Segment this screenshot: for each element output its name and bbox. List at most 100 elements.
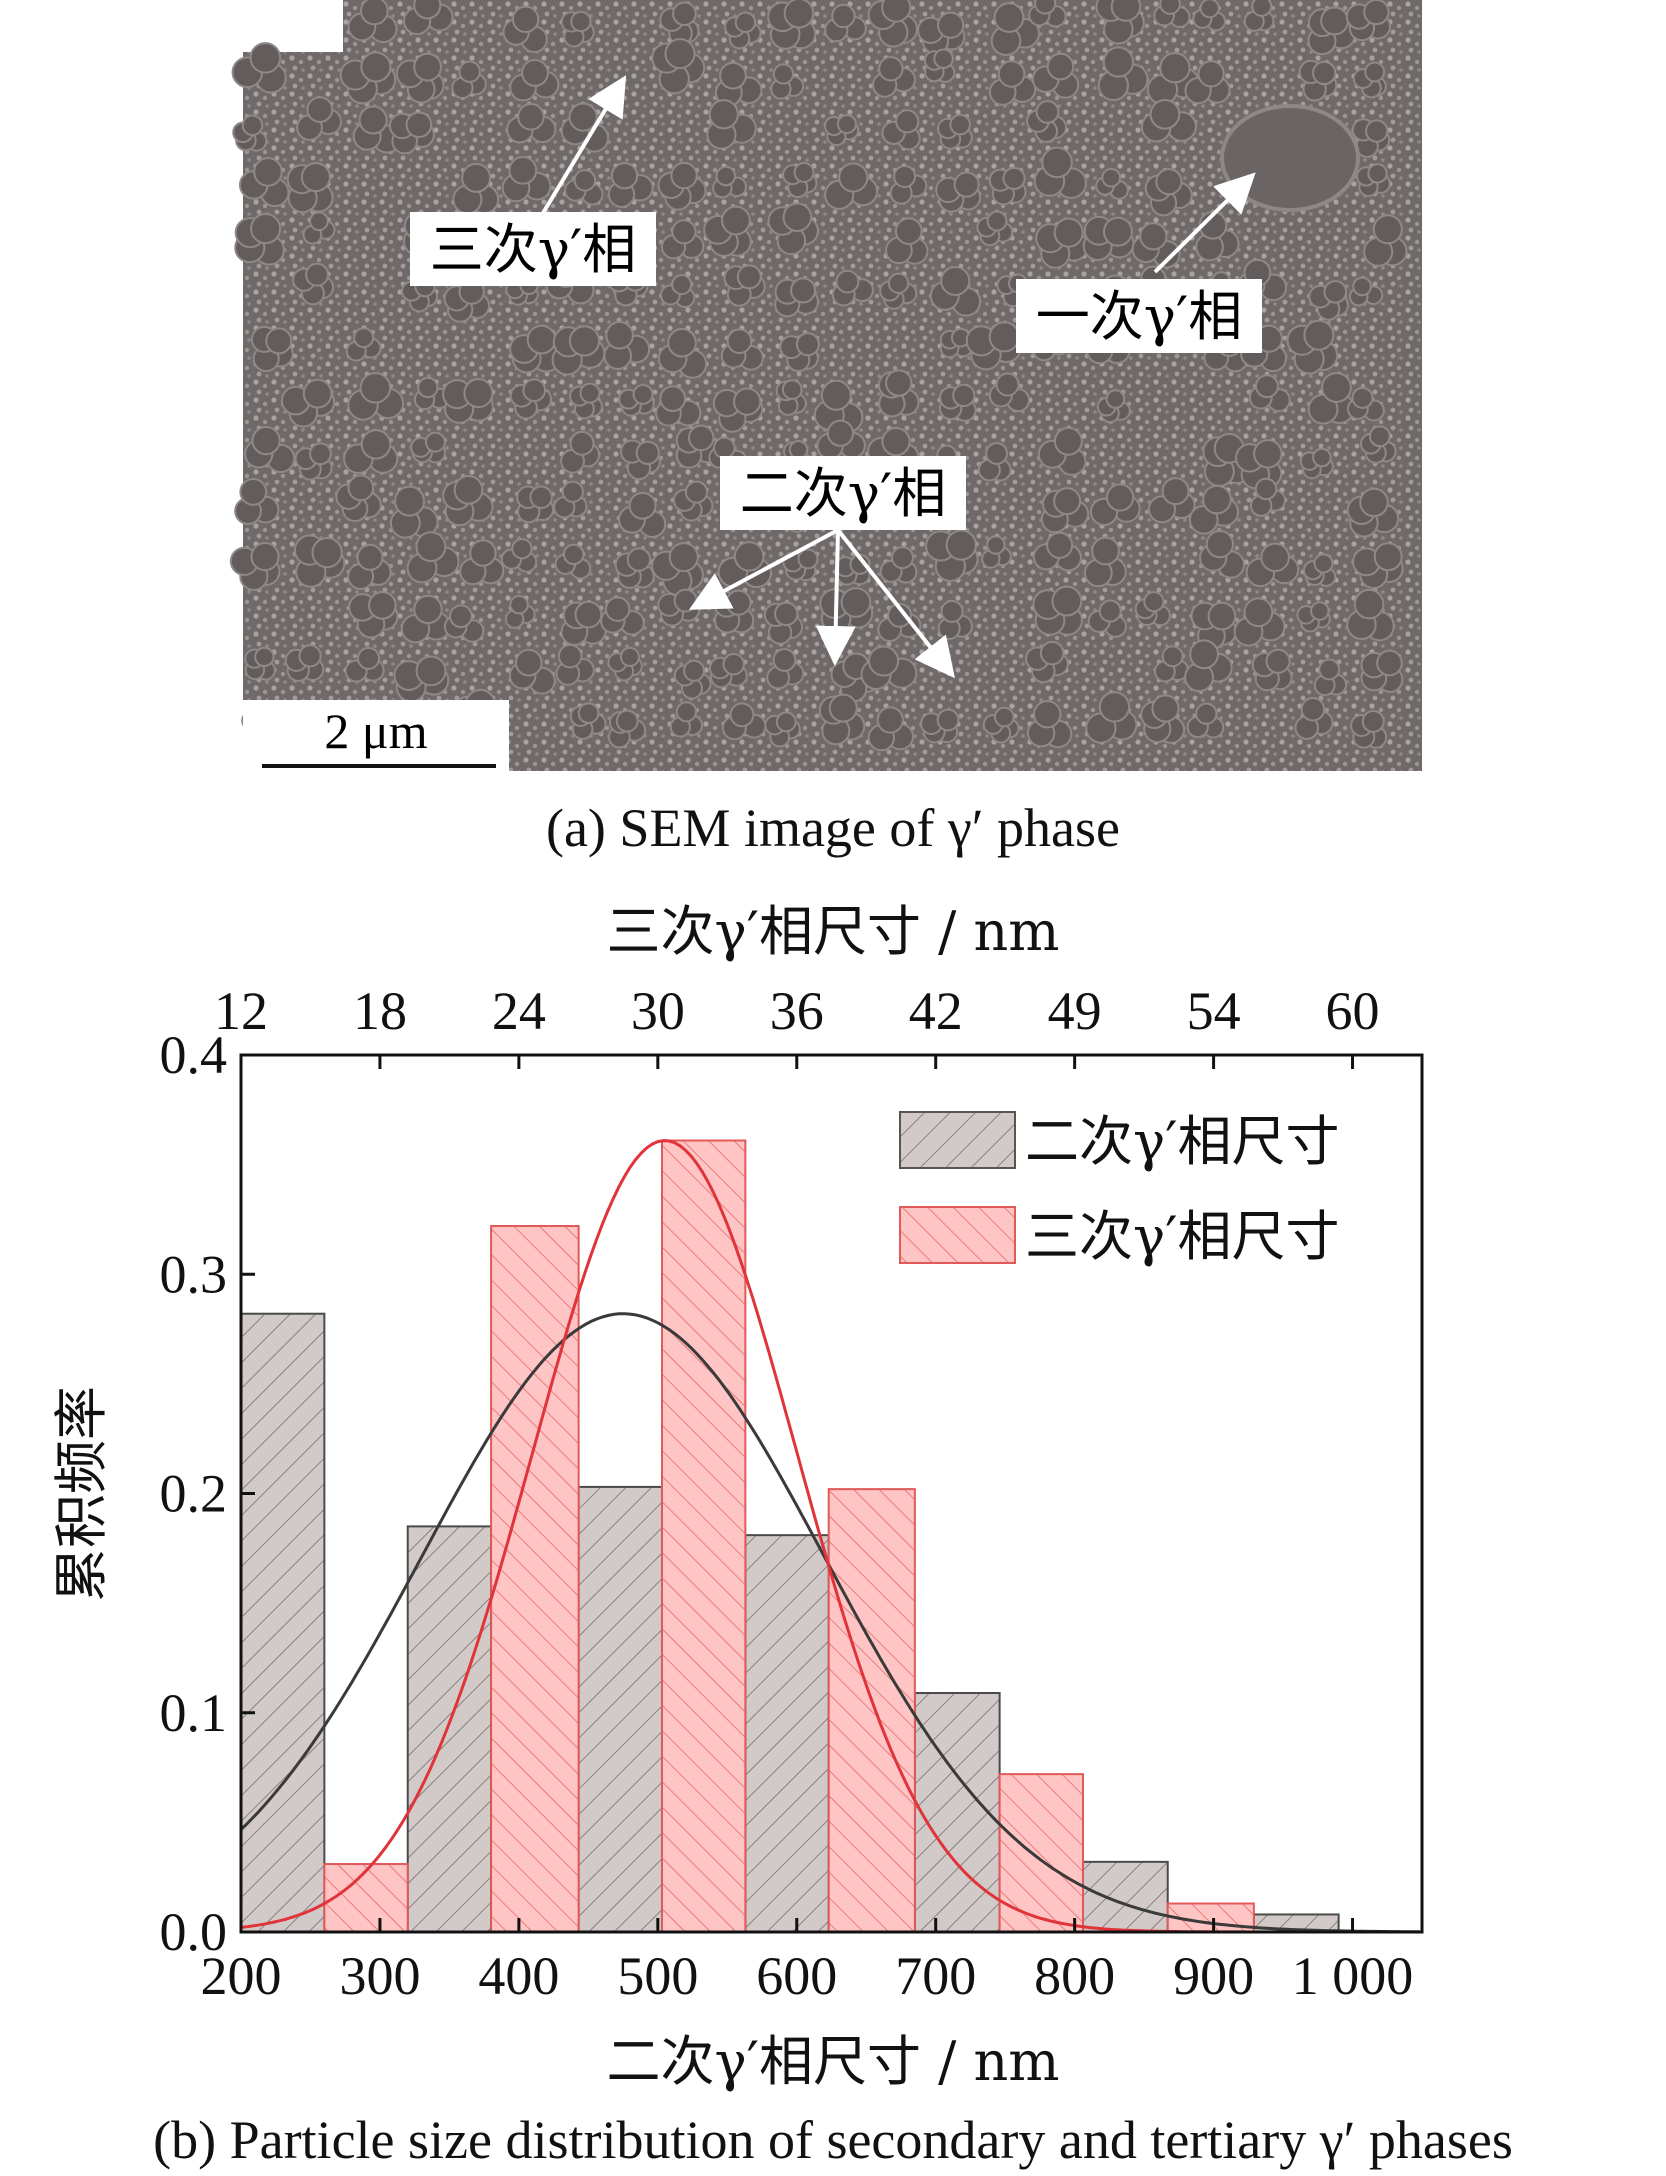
secondary-particle [335,474,382,523]
tertiary-bar-2 [660,1139,747,1933]
secondary-particle [501,156,552,203]
x-tick-label: 800 [1034,1946,1115,2006]
secondary-particle [229,542,281,591]
x-tick-label: 500 [617,1946,698,2006]
secondary-particle [867,706,914,752]
y-tick-label: 0.4 [160,1025,228,1085]
secondary-particle [988,166,1027,206]
secondary-particle [509,378,553,420]
secondary-particle [1363,214,1408,267]
y-tick-label: 0.1 [160,1683,228,1743]
secondary-particle [976,210,1014,247]
secondary-particle [657,327,708,379]
secondary-particle [867,0,918,48]
secondary-particle [442,475,494,527]
secondary-particle [1296,601,1331,633]
secondary-particle [244,646,276,681]
secondary-particle [669,701,704,738]
tertiary-arrow [538,75,627,220]
secondary-particle [560,10,595,48]
secondary-particle [917,11,966,55]
secondary-particle [920,708,960,744]
top-tick-label: 60 [1326,981,1380,1041]
label-primary-text: 一次γ′相 [1036,285,1243,348]
secondary-particle [1085,691,1138,744]
secondary-particle [819,587,874,634]
x-tick-label: 300 [339,1946,420,2006]
secondary-particle [443,278,491,323]
secondary-particle [1140,694,1186,744]
secondary-particle [872,56,916,98]
secondary-particle [504,594,536,629]
secondary-particle [977,442,1012,482]
secondary-particle [620,439,661,481]
top-tick-label: 54 [1187,981,1241,1041]
secondary-particle [774,277,819,318]
secondary-particle [770,63,805,100]
secondary-particle [403,0,454,36]
secondary-particle [1134,591,1171,627]
secondary-particle [1040,487,1090,534]
secondary-particle [889,165,928,205]
top-tick-label: 36 [770,981,824,1041]
secondary-particle [881,109,921,151]
secondary-particle [816,419,866,460]
secondary-particle [614,547,655,589]
secondary-particle [564,169,604,206]
x-tick-label: 700 [895,1946,976,2006]
secondary-particle [1095,0,1145,45]
primary-arrow [1153,172,1256,274]
secondary-particle [1248,374,1291,413]
secondary-particle [923,48,956,83]
secondary-particle [560,600,607,646]
secondary-particle [442,378,494,424]
secondary-particle [452,162,500,215]
legend-label-tertiary: 三次γ′相尺寸 [1025,1205,1340,1268]
secondary-particle [879,546,918,584]
caption-b: (b) Particle size distribution of second… [153,2110,1513,2170]
secondary-particle [244,426,296,474]
primary-gamma-prime-particle [1220,104,1360,212]
secondary-particle [1360,649,1404,693]
secondary-particle [345,327,382,362]
secondary-particle [824,162,879,210]
secondary-particle [1251,648,1293,692]
secondary-particle [1153,0,1191,28]
secondary-particle [555,643,595,686]
secondary-particle [988,372,1031,413]
secondary-particle [782,162,818,199]
secondary-particle [1199,530,1246,579]
secondary-particle [1299,447,1334,480]
secondary-particle [675,424,721,469]
secondary-particle [779,332,820,373]
secondary-particle [292,262,335,306]
secondary-particle [294,442,333,481]
secondary-particle [660,219,705,260]
x-axis-ticks: 200 300 400 500 600 700 800 900 1 000 [201,1918,1413,2006]
label-secondary: 二次γ′相 [720,456,966,530]
secondary-particle [516,485,555,524]
secondary-particle [673,659,712,700]
secondary-particle [551,325,606,376]
secondary-particle [1032,585,1083,636]
secondary-particle [607,709,647,749]
secondary-particle [885,217,929,265]
secondary-particle [1302,553,1337,587]
secondary-particle [302,211,336,245]
secondary-particle [1025,640,1069,684]
secondary-particle [982,706,1020,744]
secondary-particle [347,0,398,44]
secondary-particle [1346,487,1400,538]
label-secondary-text: 二次γ′相 [740,462,947,525]
secondary-particle [965,321,1022,371]
secondary-particle [721,702,767,741]
secondary-particle [607,162,654,208]
gamma-prime-particles [229,0,1408,752]
secondary-particle [410,431,446,464]
secondary-particle [500,538,538,573]
label-tertiary: 三次γ′相 [410,212,656,286]
secondary-particle [339,51,397,105]
x-tick-label: 200 [201,1946,282,2006]
secondary-particle [1308,280,1349,321]
secondary-particle [1350,710,1388,749]
